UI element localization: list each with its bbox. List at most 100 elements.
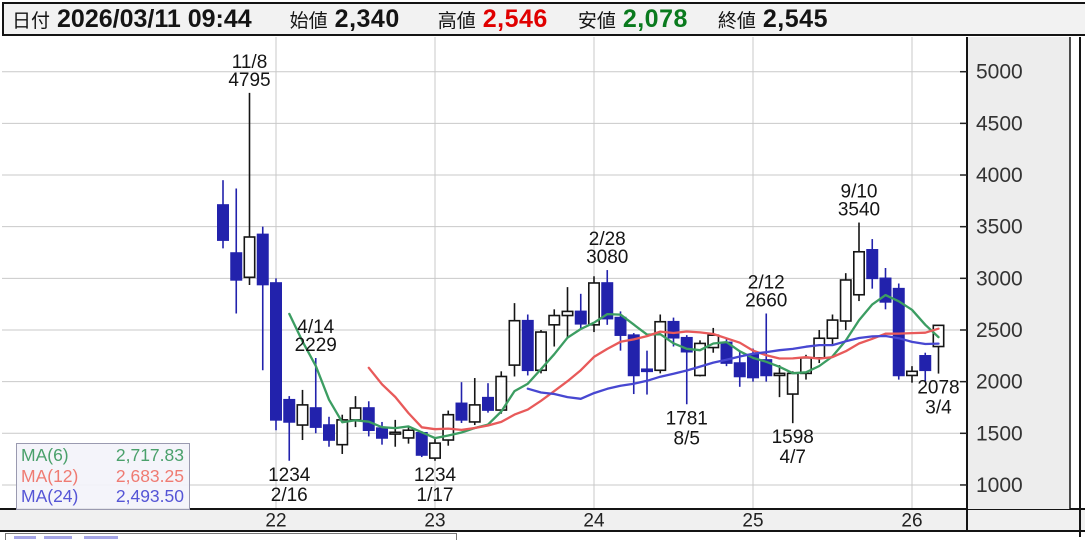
close-label: 終値 — [717, 10, 756, 32]
candle-body — [760, 359, 773, 377]
ma-legend-label: MA(6) — [21, 445, 69, 465]
candle-body — [574, 310, 587, 325]
candle-body — [442, 413, 455, 441]
y-axis-tick-label: 1500 — [976, 422, 1023, 445]
candle-body — [468, 404, 481, 423]
candle-body — [256, 233, 269, 286]
y-axis-panel — [967, 37, 1070, 509]
close-value: 2,545 — [762, 4, 828, 33]
clipped-text-fragment — [44, 536, 72, 539]
candle-body — [296, 404, 309, 426]
annotation-label: 1781 — [666, 408, 708, 429]
x-axis-strip — [0, 509, 1085, 531]
y-axis-tick-label: 5000 — [976, 61, 1023, 84]
candle-body — [217, 204, 230, 241]
candle-body — [283, 398, 296, 423]
candle-body — [852, 250, 865, 296]
ma-legend-row: MA(12) 2,683.25 — [21, 466, 184, 487]
annotation-label: 2229 — [295, 335, 337, 356]
candle-body — [322, 424, 335, 441]
clipped-text-fragment — [14, 536, 36, 539]
annotation-label: 2/16 — [271, 485, 308, 506]
ma-legend-row: MA(24) 2,493.50 — [21, 486, 184, 507]
ma-legend-value: 2,717.83 — [115, 445, 184, 465]
candle-body — [481, 396, 494, 411]
candle-body — [879, 277, 892, 303]
candle-body — [601, 282, 614, 320]
candle-body — [654, 320, 667, 372]
annotation-label: 2/28 — [589, 229, 626, 250]
candle-body — [415, 431, 428, 456]
date-value: 2026/03/11 09:44 — [57, 4, 252, 33]
candle-body — [375, 427, 388, 439]
candle-body — [309, 407, 322, 428]
candle-body — [362, 407, 375, 432]
candle-body — [614, 316, 627, 336]
ma-line-24 — [526, 334, 940, 400]
ma-legend-label: MA(12) — [21, 465, 79, 486]
candle-body — [773, 372, 786, 377]
candle-body — [243, 236, 256, 279]
candle-body — [561, 310, 574, 317]
annotation-label: 2/12 — [748, 272, 785, 293]
candle-body — [402, 429, 415, 439]
x-axis-year-label: 25 — [742, 511, 763, 532]
open-value: 2,340 — [334, 4, 400, 33]
candle-body — [640, 368, 653, 373]
annotation-label: 3080 — [586, 247, 628, 268]
candle-body — [508, 319, 521, 366]
candle-body — [733, 362, 746, 378]
candle-body — [839, 279, 852, 322]
annotation-label: 1/17 — [417, 485, 454, 506]
candle-body — [905, 370, 918, 377]
y-axis-tick-label: 3000 — [976, 267, 1023, 290]
candle-body — [826, 319, 839, 340]
ma-line-12 — [367, 327, 940, 432]
ma-legend-value: 2,493.50 — [115, 486, 184, 506]
candle-body — [455, 402, 468, 421]
annotation-label: 1598 — [772, 427, 814, 448]
ma-legend-label: MA(24) — [21, 486, 79, 506]
candle-body — [336, 419, 349, 446]
ma-legend-value: 2,683.25 — [115, 465, 184, 486]
candle-body — [919, 355, 932, 372]
annotation-label: 11/8 — [232, 52, 268, 73]
annotation-label: 4795 — [228, 70, 270, 91]
high-label: 高値 — [437, 10, 476, 32]
candle-body — [230, 252, 243, 281]
annotation-label: 2078 — [917, 378, 959, 399]
y-axis-tick-label: 3500 — [976, 216, 1023, 239]
y-axis-tick-label: 4000 — [976, 164, 1023, 187]
annotation-label: 1234 — [414, 465, 457, 486]
date-label: 日付 — [12, 10, 51, 32]
x-axis-year-label: 24 — [583, 511, 605, 532]
x-axis-year-label: 22 — [265, 511, 286, 532]
y-axis-tick-label: 1000 — [976, 474, 1023, 497]
candle-body — [786, 372, 799, 395]
candle-body — [813, 337, 826, 359]
candle-body — [428, 442, 441, 459]
high-value: 2,546 — [482, 4, 548, 33]
candle-body — [548, 314, 561, 326]
candle-body — [389, 431, 402, 435]
ma-legend: MA(6) 2,717.83 MA(12) 2,683.25 MA(24) 2,493.5… — [16, 443, 190, 510]
annotation-label: 2660 — [745, 290, 787, 311]
candle-body — [587, 282, 600, 326]
y-axis-tick-label: 2000 — [976, 371, 1023, 394]
candle-body — [627, 334, 640, 377]
candle-body — [892, 287, 905, 377]
candle-body — [693, 342, 706, 377]
y-axis-tick-label: 4500 — [976, 112, 1023, 135]
annotation-label: 4/14 — [297, 317, 334, 338]
annotation-label: 9/10 — [841, 182, 878, 203]
y-axis-tick-label: 2500 — [976, 319, 1023, 342]
x-axis-year-label: 26 — [901, 511, 922, 532]
candle-body — [866, 249, 879, 280]
quote-header-bar: 日付 2026/03/11 09:44 始値 2,340 高値 2,546 安値… — [2, 2, 1085, 36]
candle-body — [680, 336, 693, 353]
candle-body — [349, 407, 362, 421]
annotation-label: 4/7 — [780, 447, 806, 468]
ma-legend-row: MA(6) 2,717.83 — [21, 445, 184, 466]
x-axis-year-label: 23 — [424, 511, 445, 532]
